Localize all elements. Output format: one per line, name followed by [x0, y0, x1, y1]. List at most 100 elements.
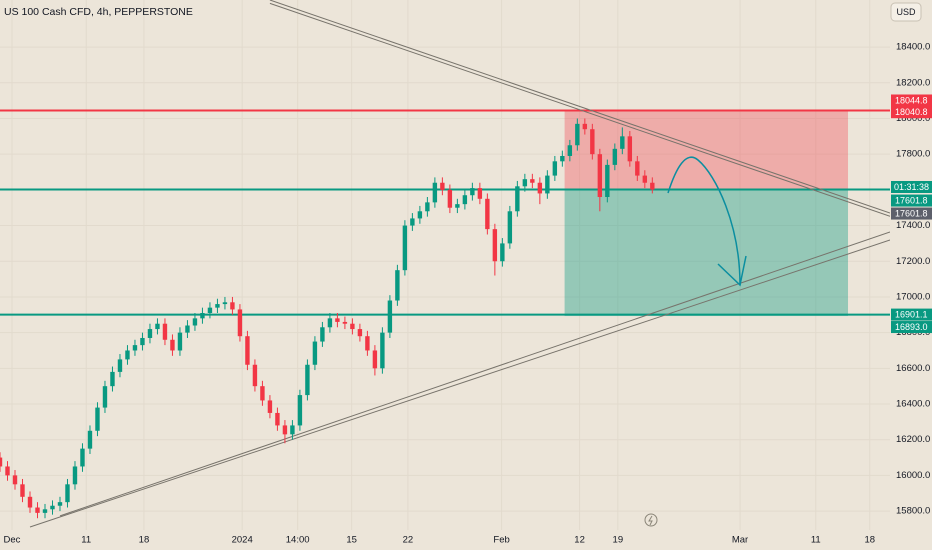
candle-body [102, 386, 108, 408]
y-tick-label: 16600.0 [896, 363, 930, 374]
axes: 15800.016000.016200.016400.016600.016800… [4, 42, 932, 546]
candle-body [252, 364, 258, 387]
events-icon[interactable] [644, 513, 658, 527]
candle-body [410, 218, 415, 226]
candle-body [417, 211, 423, 219]
candle-body [297, 395, 303, 426]
candle-body [87, 430, 93, 449]
y-tick-label: 16200.0 [896, 434, 930, 445]
currency-label: USD [896, 7, 916, 17]
candle-body [515, 186, 520, 212]
x-tick-label: 15 [346, 535, 357, 546]
x-tick-label: 14:00 [286, 535, 310, 546]
y-tick-label: 18400.0 [896, 42, 930, 53]
candle-body [305, 364, 310, 396]
x-tick-label: 18 [139, 535, 150, 546]
candle-body [282, 425, 288, 435]
price-axis-bg [890, 0, 932, 550]
candle-body [485, 198, 490, 230]
trend-line [59, 231, 891, 517]
candle-body [185, 325, 190, 333]
trend-line [29, 239, 891, 528]
currency-button[interactable] [890, 2, 922, 22]
projection-arrow [667, 156, 741, 286]
price-tag-label: 17601.8 [895, 195, 928, 205]
candle-body [492, 229, 498, 262]
candle-body [612, 148, 618, 165]
candle-body [162, 323, 168, 340]
x-tick-label: 11 [811, 535, 821, 546]
candle-body [110, 371, 115, 387]
candle-body [552, 161, 558, 176]
candle-body [72, 466, 78, 485]
arrow-head [717, 255, 747, 287]
candle-body [395, 270, 400, 301]
candle-body [327, 318, 333, 328]
x-tick-label: 22 [403, 535, 414, 546]
x-tick-label: 19 [613, 535, 624, 546]
candle-body [50, 505, 55, 510]
candle-body [132, 345, 138, 351]
candle-body [350, 323, 355, 330]
candle-body [275, 412, 280, 426]
candle-body [567, 145, 573, 156]
candle-body [432, 182, 438, 203]
candle-body [95, 407, 100, 431]
candle-body [335, 318, 340, 322]
countdown-tag [891, 181, 932, 193]
time-axis-bg [0, 530, 890, 550]
candle-body [290, 425, 295, 435]
price-tag-label: 17601.8 [895, 208, 928, 218]
candle-body [380, 332, 385, 369]
candle-body [5, 466, 10, 476]
x-tick-label: 12 [574, 535, 585, 546]
y-tick-label: 16400.0 [896, 399, 930, 410]
candle-body [42, 509, 48, 513]
candle-body [447, 189, 453, 208]
candle-body [582, 123, 588, 130]
candle-body [455, 204, 460, 208]
events-bolt [648, 515, 653, 526]
x-tick-label: Dec [4, 535, 21, 546]
chart-title: US 100 Cash CFD, 4h, PEPPERSTONE [4, 6, 193, 18]
candle-body [342, 321, 348, 324]
y-tick-label: 16000.0 [896, 470, 930, 481]
candle-body [170, 339, 175, 351]
candle-body [402, 225, 408, 271]
candle-body [207, 307, 213, 314]
candle-body [560, 155, 565, 162]
candle-body [500, 243, 505, 262]
y-tick-label: 18200.0 [896, 77, 930, 88]
y-tick-label: 17200.0 [896, 256, 930, 267]
candle-body [192, 318, 198, 326]
candle-body [312, 341, 318, 365]
candle-body [605, 164, 610, 198]
candle-body [387, 300, 393, 333]
candle-body [507, 211, 513, 244]
candle-body [620, 136, 625, 149]
candle-body [267, 400, 273, 413]
candle-body [230, 302, 235, 310]
candle-body [125, 350, 130, 360]
candle-body [200, 313, 205, 319]
candle-body [155, 323, 160, 330]
candle-body [462, 195, 468, 205]
y-tick-label: 17000.0 [896, 291, 930, 302]
candle-body [222, 302, 228, 305]
candle-body [537, 182, 543, 194]
candle-body [635, 161, 640, 176]
price-tag [891, 308, 932, 321]
trend-line [269, 0, 891, 214]
candle-body [357, 329, 363, 337]
x-tick-label: Feb [493, 535, 509, 546]
y-tick-label: 15800.0 [896, 506, 930, 517]
candle-body [365, 336, 370, 351]
candle-body [80, 448, 85, 467]
candle-body [140, 337, 145, 346]
candle-body [215, 304, 220, 308]
candle-body [27, 496, 33, 508]
candle-body [237, 309, 243, 337]
candle-body [530, 179, 535, 183]
candle-body [440, 182, 445, 190]
